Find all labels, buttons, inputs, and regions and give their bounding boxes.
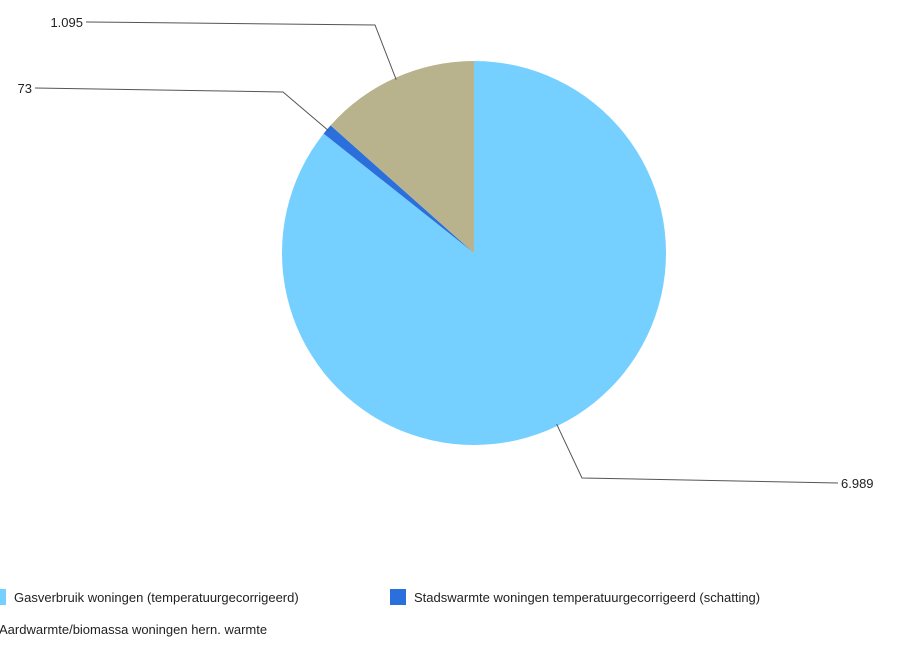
- leader-line-3: [85, 21, 397, 80]
- legend-label-1: Gasverbruik woningen (temperatuurgecorri…: [14, 589, 299, 605]
- leader-line-1: [556, 423, 839, 484]
- data-label-slice-3: 1.095: [50, 15, 83, 30]
- legend-item-3[interactable]: Aardwarmte/biomassa woningen hern. warmt…: [0, 621, 267, 637]
- pie-slices: [281, 61, 667, 446]
- legend-label-2: Stadswarmte woningen temperatuurgecorrig…: [414, 589, 761, 605]
- leader-lines: [34, 21, 839, 484]
- pie-slice-3[interactable]: [330, 61, 474, 253]
- legend-label-3: Aardwarmte/biomassa woningen hern. warmt…: [0, 621, 268, 637]
- legend-item-1[interactable]: Gasverbruik woningen (temperatuurgecorri…: [0, 589, 299, 605]
- legend-swatch-1: [0, 589, 6, 605]
- data-label-slice-2: 73: [18, 81, 32, 96]
- leader-line-2: [34, 87, 329, 132]
- legend-item-2[interactable]: Stadswarmte woningen temperatuurgecorrig…: [390, 589, 760, 605]
- pie-slice-1[interactable]: [281, 61, 667, 446]
- data-label-slice-1: 6.989: [841, 476, 874, 491]
- pie-slice-2[interactable]: [323, 125, 474, 253]
- legend-swatch-2: [390, 589, 406, 605]
